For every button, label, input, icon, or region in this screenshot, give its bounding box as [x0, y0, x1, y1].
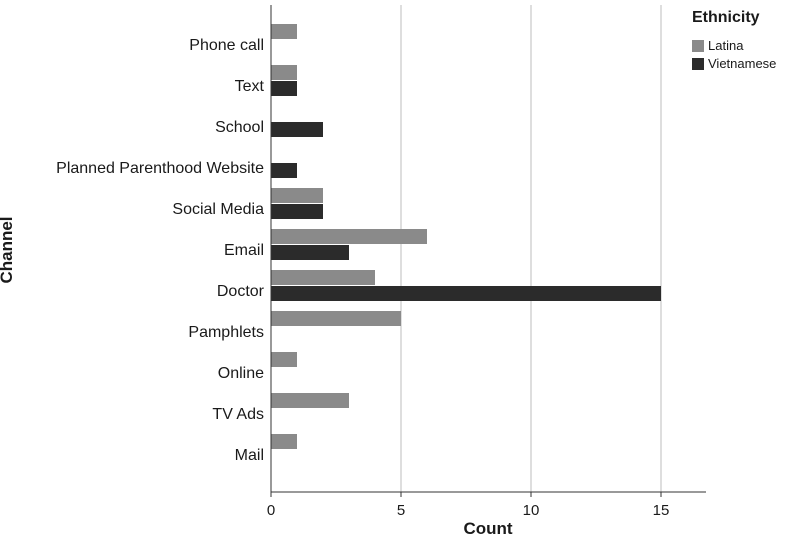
legend-swatch-vietnamese: [692, 58, 704, 70]
category-label-social-media: Social Media: [172, 201, 264, 218]
bar-latina-email: [271, 229, 427, 244]
category-label-phone-call: Phone call: [189, 37, 264, 54]
category-labels: Phone call Text School Planned Parenthood W…: [56, 37, 265, 464]
legend-title: Ethnicity: [692, 9, 760, 26]
bar-vietnamese-text: [271, 81, 297, 96]
bar-latina-social-media: [271, 188, 323, 203]
bar-vietnamese-social-media: [271, 204, 323, 219]
legend: Ethnicity Latina Vietnamese: [692, 9, 776, 71]
bar-latina-text: [271, 65, 297, 80]
bar-vietnamese-email: [271, 245, 349, 260]
x-axis-title: Count: [463, 519, 512, 538]
y-axis-title: Channel: [0, 216, 16, 283]
legend-swatch-latina: [692, 40, 704, 52]
bar-vietnamese-planned-parenthood-website: [271, 163, 297, 178]
bar-latina-phone-call: [271, 24, 297, 39]
gridlines: [400, 5, 662, 492]
x-tick-labels: 0 5 10 15: [267, 492, 670, 519]
bar-vietnamese-doctor: [271, 286, 661, 301]
axes: [270, 5, 706, 493]
category-label-email: Email: [224, 242, 264, 259]
x-tick-label-5: 5: [397, 502, 405, 519]
x-tick-label-15: 15: [653, 502, 670, 519]
x-tick-label-10: 10: [523, 502, 540, 519]
bar-latina-tv-ads: [271, 393, 349, 408]
category-label-pamphlets: Pamphlets: [188, 324, 264, 341]
bar-latina-online: [271, 352, 297, 367]
legend-label-latina: Latina: [708, 38, 744, 53]
category-label-mail: Mail: [235, 447, 264, 464]
bars: [271, 24, 661, 449]
legend-label-vietnamese: Vietnamese: [708, 56, 776, 71]
category-label-planned-parenthood-website: Planned Parenthood Website: [56, 160, 264, 177]
bar-vietnamese-school: [271, 122, 323, 137]
bar-latina-doctor: [271, 270, 375, 285]
x-tick-label-0: 0: [267, 502, 275, 519]
bar-latina-mail: [271, 434, 297, 449]
category-label-doctor: Doctor: [217, 283, 265, 300]
category-label-tv-ads: TV Ads: [212, 406, 264, 423]
category-label-school: School: [215, 119, 264, 136]
bar-latina-pamphlets: [271, 311, 401, 326]
category-label-online: Online: [218, 365, 264, 382]
category-label-text: Text: [235, 78, 265, 95]
